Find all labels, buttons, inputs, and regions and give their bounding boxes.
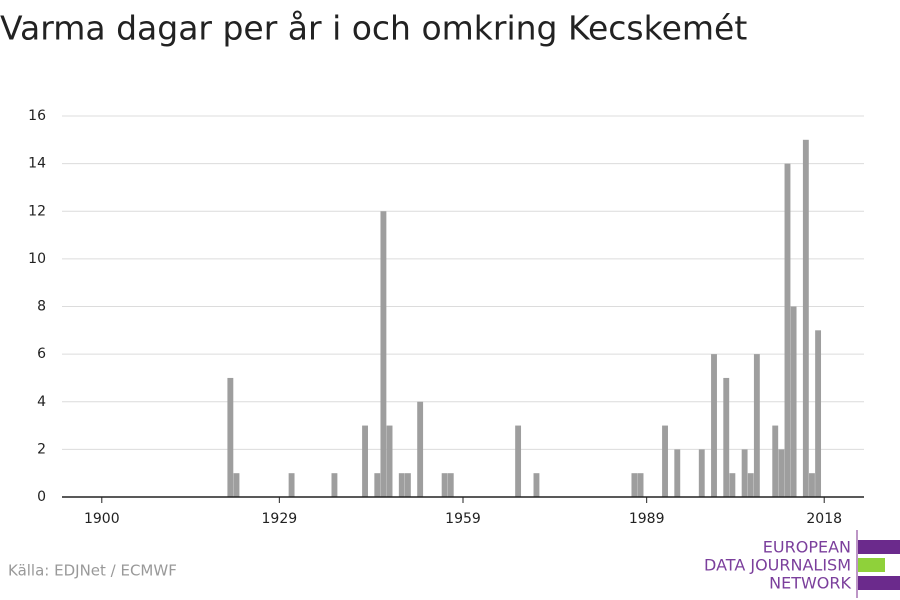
bar — [729, 473, 736, 497]
bar — [417, 401, 424, 497]
logo-bar — [858, 558, 885, 572]
x-tick-label: 1900 — [84, 511, 120, 527]
y-tick-label: 4 — [37, 394, 46, 410]
y-tick-label: 10 — [28, 251, 46, 267]
bar — [772, 425, 779, 497]
y-tick-label: 0 — [37, 489, 46, 505]
bar — [662, 425, 668, 497]
bar — [398, 473, 405, 497]
bar — [815, 330, 822, 497]
bar — [374, 473, 381, 497]
y-tick-label: 2 — [37, 441, 46, 457]
bar — [637, 473, 644, 497]
bar — [631, 473, 638, 497]
bar — [711, 354, 717, 497]
bar — [288, 473, 295, 497]
bar — [753, 354, 760, 497]
bar — [790, 306, 797, 497]
bar — [784, 163, 791, 497]
logo-text: NETWORK — [769, 574, 851, 593]
bar — [809, 473, 815, 497]
bar — [533, 473, 540, 497]
bar — [386, 425, 393, 497]
bar — [747, 473, 754, 497]
x-tick-label: 1989 — [629, 511, 665, 527]
x-tick-label: 1959 — [445, 511, 481, 527]
bar — [447, 473, 454, 497]
logo-text: DATA JOURNALISM — [704, 556, 851, 575]
bar — [380, 211, 387, 497]
y-tick-label: 14 — [28, 156, 46, 172]
bar — [331, 473, 338, 497]
bar — [227, 377, 234, 497]
y-tick-label: 16 — [28, 108, 46, 124]
y-tick-label: 6 — [37, 346, 46, 362]
y-tick-label: 8 — [37, 299, 46, 315]
chart-title: Varma dagar per år i och omkring Kecskem… — [0, 9, 747, 48]
bar — [233, 473, 240, 497]
logo-bar — [858, 576, 900, 590]
x-tick-label: 1929 — [262, 511, 298, 527]
source: Källa: EDJNet / ECMWF — [8, 562, 177, 580]
bar — [674, 449, 681, 497]
bar — [404, 473, 411, 497]
bar — [723, 377, 730, 497]
bar — [515, 425, 522, 497]
bar — [802, 139, 809, 497]
y-tick-label: 12 — [28, 203, 46, 219]
logo-bar — [858, 540, 900, 554]
bar — [741, 449, 748, 497]
bar — [698, 449, 705, 497]
logo-text: EUROPEAN — [763, 538, 851, 557]
bar — [441, 473, 448, 497]
bar — [778, 449, 785, 497]
bar — [362, 425, 368, 497]
x-tick-label: 2018 — [806, 511, 842, 527]
